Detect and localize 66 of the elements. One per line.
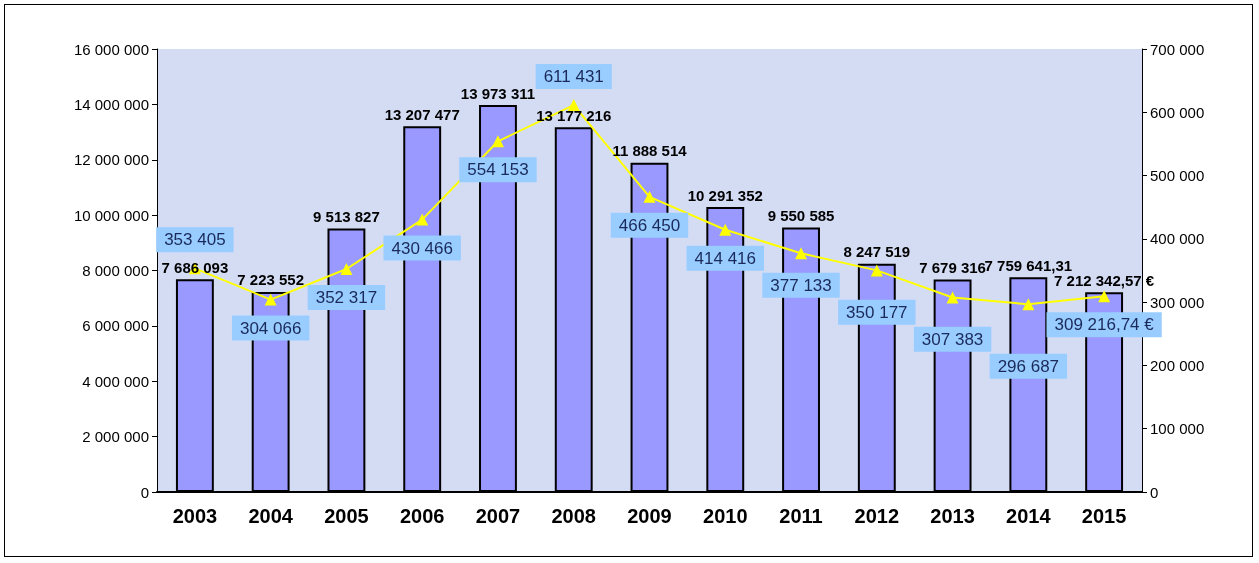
y-tick-label: 14 000 000 <box>73 95 149 113</box>
y-tick-label: 0 <box>140 483 149 501</box>
y2-tick-label: 700 000 <box>1150 40 1205 58</box>
point <box>719 223 732 236</box>
data-label: 7 759 641,31 <box>984 256 1073 274</box>
data-label: 7 212 342,57 € <box>1054 271 1155 289</box>
y-tick-label: 8 000 000 <box>82 262 149 279</box>
point <box>264 293 277 306</box>
point <box>870 264 883 277</box>
x-tick-label: 2005 <box>324 505 369 527</box>
point <box>946 291 959 304</box>
point <box>567 99 580 112</box>
data-label: 466 450 <box>618 215 681 235</box>
point <box>340 263 353 276</box>
point <box>1098 290 1111 303</box>
x-tick-label: 2008 <box>551 505 596 527</box>
x-tick-label: 2010 <box>703 505 748 527</box>
x-tick-label: 2015 <box>1081 505 1127 527</box>
x-tick-label: 2007 <box>475 505 521 527</box>
data-label: 377 133 <box>770 275 832 295</box>
data-label: 352 317 <box>315 288 378 308</box>
x-tick-label: 2009 <box>627 505 672 527</box>
x-tick-label: 2013 <box>930 505 975 527</box>
data-label: 554 153 <box>467 160 529 180</box>
y2-tick-label: 400 000 <box>1150 230 1205 248</box>
data-label: 307 383 <box>921 329 984 349</box>
data-label: 353 405 <box>164 230 226 250</box>
y-tick-label: 16 000 000 <box>73 40 149 58</box>
data-label: 9 513 827 <box>313 208 380 226</box>
data-label: 7 223 552 <box>237 271 305 289</box>
data-label: 11 888 514 <box>612 142 688 160</box>
data-label: 7 679 316 <box>919 258 986 276</box>
data-label: 611 431 <box>543 67 604 87</box>
data-label: 296 687 <box>997 356 1060 376</box>
data-label: 8 247 519 <box>843 243 911 261</box>
data-label: 304 066 <box>239 318 302 338</box>
y2-tick-label: 500 000 <box>1150 167 1205 185</box>
data-label: 414 416 <box>694 248 756 268</box>
data-label: 10 291 352 <box>687 186 763 204</box>
y2-tick-label: 200 000 <box>1150 356 1205 374</box>
y-tick-label: 10 000 000 <box>73 206 149 224</box>
point <box>416 213 429 226</box>
y-tick-label: 12 000 000 <box>73 151 149 169</box>
point <box>795 247 808 260</box>
x-tick-label: 2004 <box>248 505 294 527</box>
y-tick-label: 4 000 000 <box>82 372 149 390</box>
y-tick-label: 2 000 000 <box>82 428 149 446</box>
y-tick-label: 6 000 000 <box>82 317 149 335</box>
x-tick-label: 2003 <box>172 505 218 527</box>
x-tick-label: 2011 <box>779 505 823 527</box>
x-tick-label: 2014 <box>1006 505 1052 527</box>
data-label: 309 216,74 € <box>1054 315 1155 335</box>
x-tick-label: 2006 <box>399 505 445 527</box>
point <box>1022 298 1035 311</box>
point <box>491 135 504 148</box>
y2-tick-label: 0 <box>1150 483 1159 501</box>
data-label: 9 550 585 <box>767 207 835 225</box>
data-label: 13 973 311 <box>460 84 536 102</box>
data-label: 13 207 477 <box>384 105 460 123</box>
point <box>643 190 656 203</box>
data-label: 430 466 <box>391 238 453 258</box>
y2-tick-label: 300 000 <box>1150 293 1205 311</box>
x-tick-label: 2012 <box>854 505 900 527</box>
y2-tick-label: 600 000 <box>1150 103 1205 121</box>
y2-tick-label: 100 000 <box>1150 420 1205 438</box>
data-label: 350 177 <box>846 302 908 322</box>
